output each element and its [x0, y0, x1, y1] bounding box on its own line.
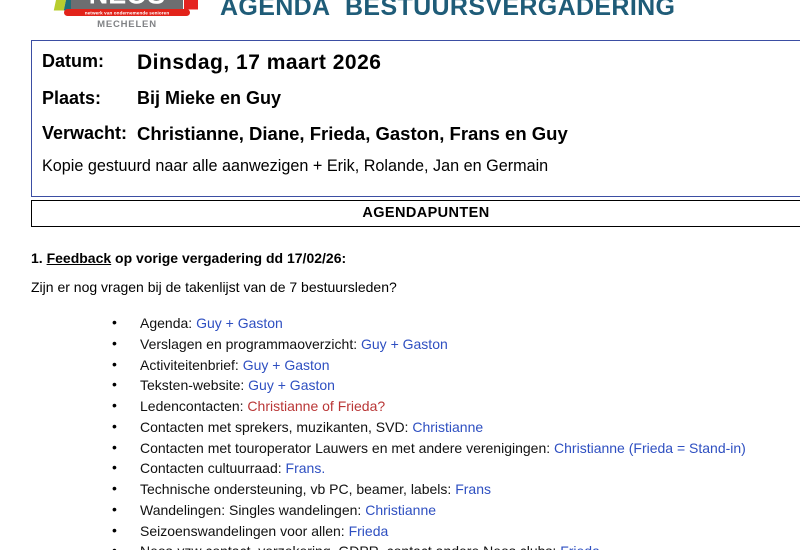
svg-text:MECHELEN: MECHELEN: [97, 19, 157, 30]
svg-text:NEOS: NEOS: [89, 0, 166, 10]
svg-text:netwerk van ondernemende senio: netwerk van ondernemende senioren: [85, 10, 170, 15]
